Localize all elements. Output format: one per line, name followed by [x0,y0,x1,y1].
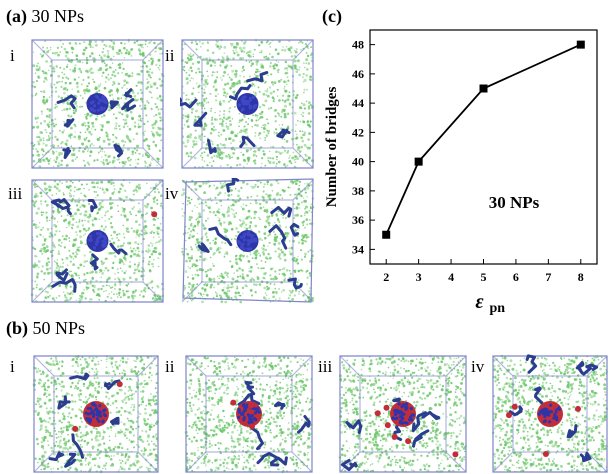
x-tick-label: 4 [448,270,454,284]
y-tick-label: 44 [352,96,364,110]
panel-a-title-text: 30 NPs [31,6,85,26]
panel-a-label-iv: iv [165,184,179,203]
x-axis-label-subscript: pn [490,301,506,316]
y-axis-label: Number of bridges [324,87,340,208]
panel-b-label-iii: iii [318,357,333,376]
snapshot-a-ii [180,38,315,170]
y-tick-label: 36 [352,213,364,227]
data-point [382,230,391,239]
series-line [385,43,582,236]
panel-b-title: (b) 50 NPs [6,318,85,339]
panel-a-title: (a) 30 NPs [6,6,84,27]
bridges-chart: (c) 2 3 4 5 6 7 8 34 36 38 40 42 44 46 48 ε pn Number of b… [318,0,609,320]
x-axis-label: ε [475,291,484,313]
chart-annotation: 30 NPs [489,193,540,212]
snapshot-a-iv [180,178,315,304]
x-tick-label: 8 [578,270,584,284]
x-tick-label: 3 [416,270,422,284]
panel-b-label-iv: iv [471,357,485,376]
data-point [414,157,423,166]
x-tick-label: 6 [513,270,519,284]
panel-b-label-i: i [10,357,15,376]
y-tick-label: 34 [352,242,364,256]
y-tick-label: 38 [352,184,364,198]
x-tick-label: 2 [383,270,389,284]
snapshot-b-ii [184,354,314,474]
data-point [479,84,488,93]
snapshot-b-i [32,354,160,474]
x-tick-label: 7 [545,270,551,284]
panel-b-title-text: 50 NPs [32,318,86,338]
y-tick-label: 46 [352,67,364,81]
snapshot-b-iii [338,354,468,474]
x-tick-label: 5 [481,270,487,284]
snapshot-a-i [30,38,165,170]
y-tick-label: 42 [352,125,364,139]
panel-a-label-ii: ii [165,46,175,65]
panel-a-label-iii: iii [8,184,23,203]
snapshot-a-iii [30,178,165,304]
panel-a-label-i: i [10,46,15,65]
snapshot-b-iv [491,354,609,474]
y-tick-label: 48 [352,38,364,52]
y-tick-label: 40 [352,155,364,169]
panel-b-label-ii: ii [165,357,175,376]
plot-frame [369,29,598,265]
panel-a-label: (a) [6,6,27,26]
data-point [576,40,585,49]
chart-panel-label: (c) [322,6,342,27]
panel-b-label: (b) [6,318,28,338]
